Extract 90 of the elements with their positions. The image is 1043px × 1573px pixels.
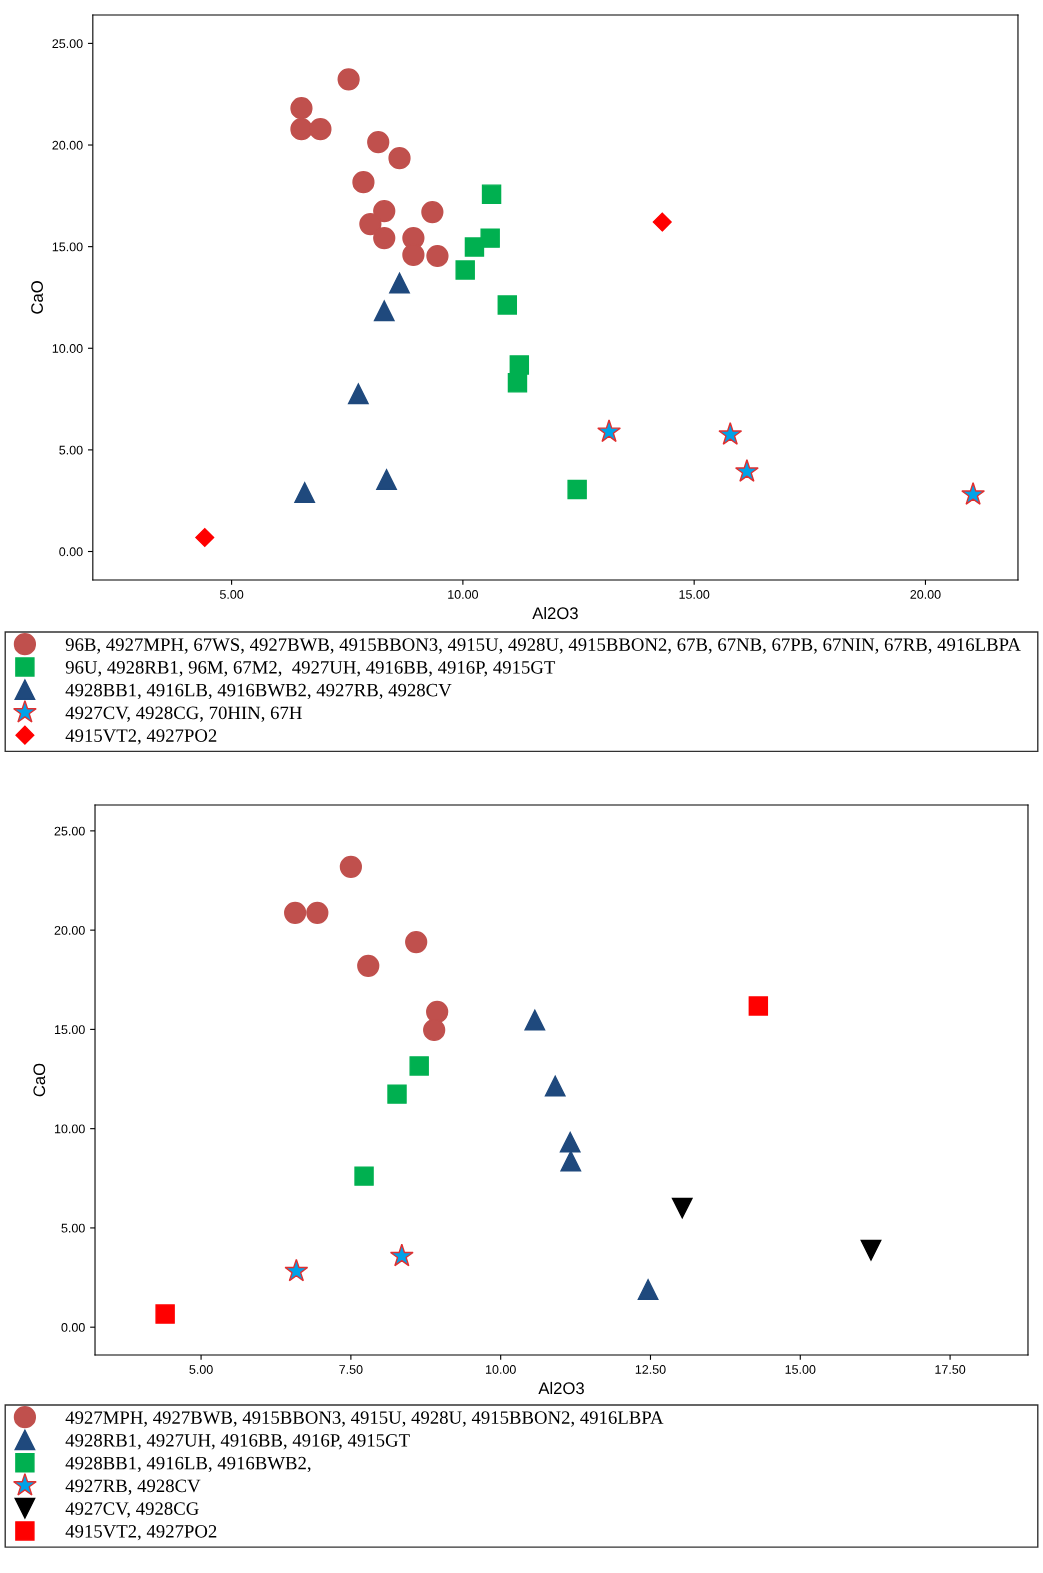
point xyxy=(464,237,485,257)
point xyxy=(357,954,380,977)
point xyxy=(405,930,428,954)
point xyxy=(388,147,411,170)
point xyxy=(284,901,307,924)
legend-label: 4927MPH, 4927BWB, 4915BBON3, 4915U, 4928U, 4915BBON2, 4916LBPA xyxy=(65,1411,664,1427)
point xyxy=(423,1018,446,1042)
x-tick-label: 7.50 xyxy=(339,1365,363,1374)
x-tick-label: 15.00 xyxy=(785,1365,816,1374)
x-tick-label: 10.00 xyxy=(448,590,479,599)
point xyxy=(497,295,518,315)
point xyxy=(389,272,410,294)
legend-label: 4927RB, 4928CV xyxy=(65,1479,201,1495)
point xyxy=(339,855,362,878)
point xyxy=(748,996,769,1016)
y-tick-label: 5.00 xyxy=(61,1223,85,1233)
point xyxy=(402,243,425,267)
point xyxy=(195,527,215,548)
y-tick-label: 5.00 xyxy=(59,445,83,455)
legend-label: 96U, 4928RB1, 96M, 67M2, 4927UH, 4916BB, 4916P, 4915GT xyxy=(65,661,556,677)
y-tick-label: 10.00 xyxy=(52,344,83,353)
point xyxy=(597,419,621,443)
point xyxy=(421,200,444,224)
point xyxy=(455,260,475,280)
point xyxy=(671,1197,693,1219)
legend-label: 4915VT2, 4927PO2 xyxy=(65,1525,217,1541)
point xyxy=(376,469,397,490)
legend-label: 4927CV, 4928CG, 70HIN, 67H xyxy=(65,706,302,722)
y-tick-label: 0.00 xyxy=(59,547,83,557)
point xyxy=(652,212,672,232)
point xyxy=(860,1239,882,1261)
x-axis-title: Al2O3 xyxy=(532,606,578,620)
point xyxy=(155,1304,175,1324)
point xyxy=(387,1084,407,1104)
point xyxy=(507,373,528,393)
x-tick-label: 15.00 xyxy=(679,590,710,599)
point xyxy=(559,1131,581,1153)
point xyxy=(309,118,332,141)
point xyxy=(567,479,587,500)
point xyxy=(961,482,986,505)
point xyxy=(347,383,369,405)
point xyxy=(560,1150,582,1172)
point xyxy=(544,1075,566,1097)
y-tick-label: 20.00 xyxy=(52,140,83,150)
legend-label: 4928BB1, 4916LB, 4916BWB2, xyxy=(65,1456,311,1473)
point xyxy=(352,171,375,194)
x-axis-title: Al2O3 xyxy=(538,1381,584,1395)
legend-label: 4928RB1, 4927UH, 4916BB, 4916P, 4915GT xyxy=(65,1434,410,1450)
point xyxy=(373,300,395,322)
legend-label: 4928BB1, 4916LB, 4916BWB2, 4927RB, 4928CV xyxy=(65,683,452,700)
point xyxy=(637,1279,659,1300)
point xyxy=(734,459,759,482)
point xyxy=(426,244,449,268)
point xyxy=(290,97,313,120)
point xyxy=(718,422,743,445)
y-tick-label: 15.00 xyxy=(54,1025,85,1035)
point xyxy=(359,212,382,236)
point xyxy=(389,1243,414,1267)
x-tick-label: 5.00 xyxy=(219,590,244,599)
y-tick-label: 15.00 xyxy=(52,242,83,252)
point xyxy=(290,118,313,141)
y-tick-label: 10.00 xyxy=(54,1124,85,1134)
point xyxy=(373,199,396,223)
x-tick-label: 12.50 xyxy=(635,1365,666,1374)
y-tick-label: 25.00 xyxy=(54,826,85,836)
point xyxy=(373,226,396,250)
x-tick-label: 20.00 xyxy=(910,590,941,599)
point xyxy=(481,184,502,204)
y-axis-title: CaO xyxy=(31,281,43,314)
point xyxy=(294,482,316,503)
point xyxy=(409,1056,429,1076)
legend-label: 4927CV, 4928CG xyxy=(65,1502,199,1518)
point xyxy=(367,131,390,154)
point xyxy=(306,901,329,924)
x-tick-label: 17.50 xyxy=(935,1365,966,1374)
point xyxy=(509,355,530,375)
point xyxy=(284,1258,309,1282)
point xyxy=(426,1000,449,1024)
point xyxy=(337,68,360,91)
y-axis-title: CaO xyxy=(33,1063,46,1097)
point xyxy=(480,228,500,248)
point xyxy=(354,1166,374,1186)
y-tick-label: 20.00 xyxy=(54,925,85,935)
point xyxy=(524,1009,546,1031)
legend-label: 96B, 4927MPH, 67WS, 4927BWB, 4915BBON3, 4915U, 4928U, 4915BBON2, 67B, 67NB, 67PB, 67NIN, 67RB, 4916LBPA xyxy=(65,638,1021,654)
y-tick-label: 25.00 xyxy=(52,39,83,49)
legend-label: 4915VT2, 4927PO2 xyxy=(65,729,217,745)
y-tick-label: 0.00 xyxy=(61,1322,85,1332)
x-tick-label: 5.00 xyxy=(189,1365,213,1374)
x-tick-label: 10.00 xyxy=(485,1365,516,1374)
